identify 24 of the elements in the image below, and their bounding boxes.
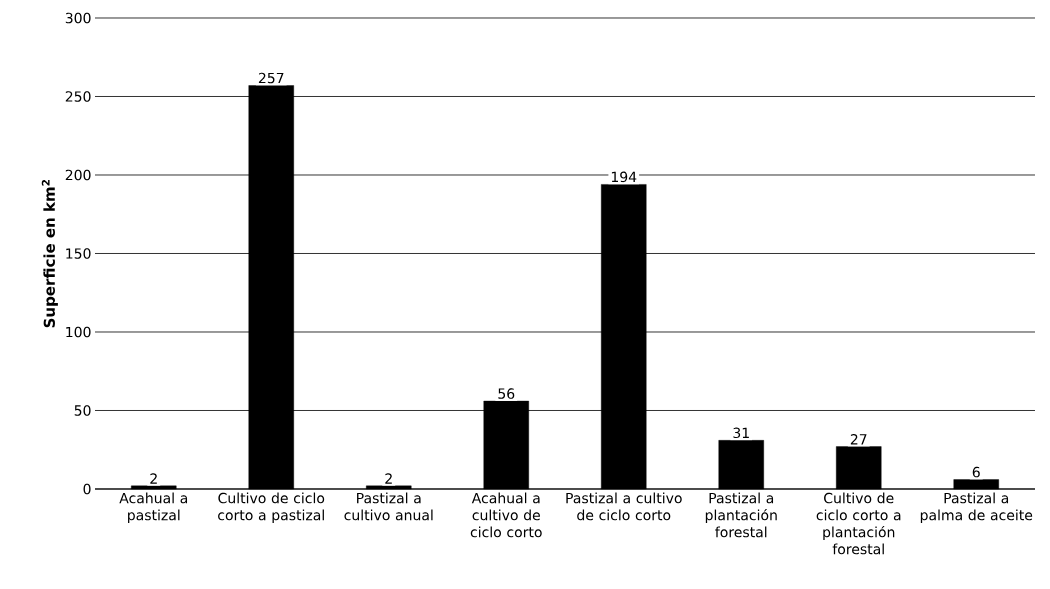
y-tick-label: 150 <box>66 248 91 259</box>
x-tick-label: Acahual a cultivo de ciclo corto <box>470 492 542 538</box>
x-tick-label: Pastizal a cultivo de ciclo corto <box>566 492 682 521</box>
y-tick-label: 50 <box>74 405 91 416</box>
data-label: 257 <box>258 72 284 84</box>
data-label: 2 <box>150 473 157 484</box>
data-label: 2 <box>385 473 392 484</box>
y-axis-title: Superficie en km$^{2}$ <box>41 180 58 328</box>
x-tick-label: Pastizal a palma de aceite <box>920 492 1033 524</box>
data-label: 31 <box>733 427 749 439</box>
x-tick-label: Pastizal a plantación forestal <box>705 492 777 538</box>
x-tick-label: Cultivo de ciclo corto a pastizal <box>218 492 325 524</box>
data-label: 56 <box>498 388 515 399</box>
y-tick-label: 100 <box>66 326 91 338</box>
x-tick-label: Acahual a pastizal <box>119 492 188 524</box>
y-tick-label: 200 <box>65 169 91 181</box>
x-tick-label: Pastizal a cultivo anual <box>344 492 433 521</box>
y-tick-label: 250 <box>65 91 91 102</box>
data-label: 6 <box>972 466 980 478</box>
x-tick-label: Cultivo de ciclo corto a plantación forestal <box>816 492 901 555</box>
data-label: 194 <box>611 171 637 183</box>
data-label: 27 <box>850 434 867 445</box>
y-tick-label: 0 <box>83 483 91 495</box>
y-tick-label: 300 <box>65 12 91 24</box>
